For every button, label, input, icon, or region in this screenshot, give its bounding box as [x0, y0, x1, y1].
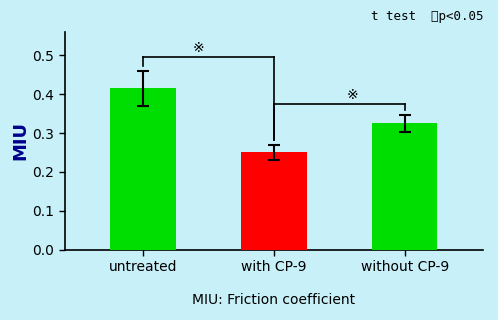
Text: MIU: Friction coefficient: MIU: Friction coefficient	[192, 293, 356, 307]
Text: ※: ※	[347, 88, 358, 102]
Bar	[111, 88, 176, 250]
Y-axis label: MIU: MIU	[11, 121, 29, 160]
Text: t test  ※p<0.05: t test ※p<0.05	[371, 10, 483, 23]
Text: ※: ※	[192, 41, 204, 55]
Bar	[241, 152, 307, 250]
Bar	[372, 123, 437, 250]
